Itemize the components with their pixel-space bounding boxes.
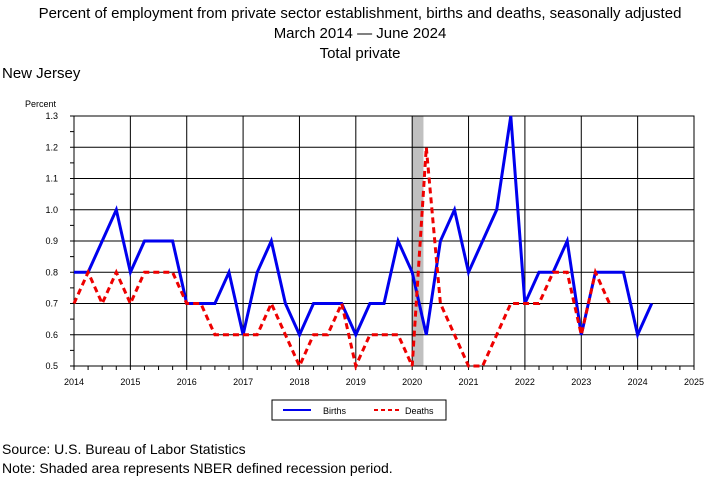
x-tick-label: 2018 — [289, 377, 309, 387]
region-label: New Jersey — [2, 65, 81, 82]
y-tick-label: 0.6 — [45, 330, 58, 340]
series-line-deaths — [72, 147, 611, 371]
chart-title: Percent of employment from private secto… — [38, 5, 682, 22]
x-tick-label: 2021 — [459, 377, 479, 387]
y-tick-label: 0.8 — [45, 267, 58, 277]
y-tick-label: 0.7 — [45, 299, 58, 309]
x-tick-label: 2015 — [120, 377, 140, 387]
x-tick-label: 2024 — [628, 377, 648, 387]
y-tick-label: 0.5 — [45, 361, 58, 371]
y-tick-label: 1.0 — [45, 205, 58, 215]
legend-deaths-label: Deaths — [405, 406, 434, 416]
x-tick-label: 2014 — [64, 377, 84, 387]
legend-box — [271, 399, 447, 421]
y-tick-label: 1.3 — [45, 111, 58, 121]
x-tick-label: 2025 — [684, 377, 704, 387]
legend: Births Deaths — [271, 399, 447, 421]
series-line-births — [74, 115, 654, 340]
y-tick-label: 1.2 — [45, 142, 58, 152]
y-tick-label: 0.9 — [45, 236, 58, 246]
x-tick-label: 2019 — [346, 377, 366, 387]
x-tick-label: 2016 — [177, 377, 197, 387]
x-tick-label: 2020 — [402, 377, 422, 387]
x-tick-label: 2017 — [233, 377, 253, 387]
y-tick-label: 1.1 — [45, 174, 58, 184]
legend-births-label: Births — [323, 406, 347, 416]
chart-subtitle-industry: Total private — [319, 45, 401, 62]
x-tick-label: 2022 — [515, 377, 535, 387]
recession-note: Note: Shaded area represents NBER define… — [2, 460, 393, 476]
x-tick-label: 2023 — [571, 377, 591, 387]
source-note: Source: U.S. Bureau of Labor Statistics — [2, 441, 246, 457]
y-axis-label: Percent — [25, 99, 57, 109]
chart-subtitle-period: March 2014 — June 2024 — [273, 25, 447, 42]
